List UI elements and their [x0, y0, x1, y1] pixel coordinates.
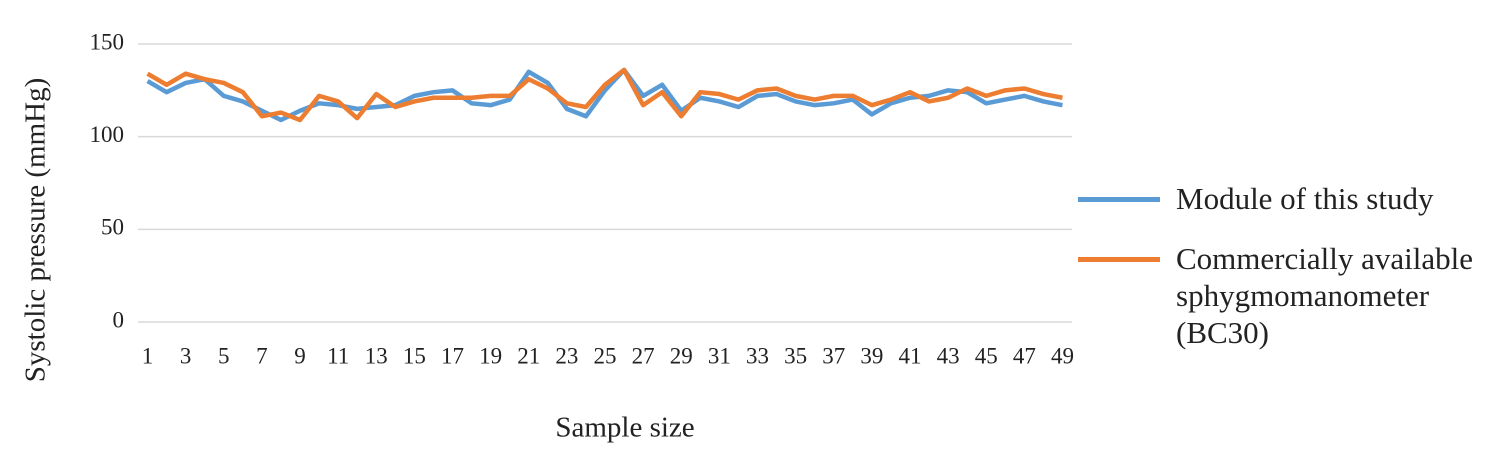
- legend-label: Module of this study: [1176, 181, 1434, 216]
- y-axis-title: Systolic pressure (mmHg): [20, 78, 52, 382]
- y-tick-label: 0: [113, 307, 125, 332]
- legend-swatch: [1078, 257, 1160, 262]
- x-tick-label: 5: [218, 343, 230, 368]
- x-tick-label: 7: [256, 343, 268, 368]
- x-tick-label: 47: [1013, 343, 1036, 368]
- x-tick-label: 45: [975, 343, 998, 368]
- y-tick-label: 50: [101, 215, 124, 240]
- x-axis-title: Sample size: [555, 412, 694, 444]
- x-tick-label: 41: [898, 343, 921, 368]
- legend-label: Commercially available sphygmomanometer …: [1176, 241, 1473, 350]
- y-tick-label: 100: [90, 122, 125, 147]
- x-tick-label: 1: [142, 343, 154, 368]
- x-tick-label: 35: [784, 343, 807, 368]
- y-tick-label: 150: [90, 29, 125, 54]
- legend-item: Commercially available sphygmomanometer …: [1078, 240, 1510, 351]
- x-tick-label: 39: [860, 343, 883, 368]
- x-tick-label: 31: [708, 343, 731, 368]
- x-tick-label: 25: [594, 343, 617, 368]
- x-tick-label: 13: [365, 343, 388, 368]
- legend-item: Module of this study: [1078, 180, 1510, 217]
- x-tick-label: 27: [632, 343, 655, 368]
- x-tick-label: 49: [1051, 343, 1074, 368]
- x-tick-label: 21: [517, 343, 540, 368]
- x-tick-label: 23: [555, 343, 578, 368]
- x-tick-label: 11: [327, 343, 349, 368]
- x-tick-label: 17: [441, 343, 464, 368]
- x-tick-label: 3: [180, 343, 192, 368]
- x-tick-label: 29: [670, 343, 693, 368]
- x-tick-label: 15: [403, 343, 426, 368]
- x-tick-label: 37: [822, 343, 845, 368]
- x-tick-label: 43: [937, 343, 960, 368]
- x-tick-label: 33: [746, 343, 769, 368]
- legend-swatch: [1078, 197, 1160, 202]
- series-line: [146, 67, 1063, 123]
- series-line: [146, 67, 1063, 123]
- x-tick-label: 19: [479, 343, 502, 368]
- x-tick-label: 9: [294, 343, 306, 368]
